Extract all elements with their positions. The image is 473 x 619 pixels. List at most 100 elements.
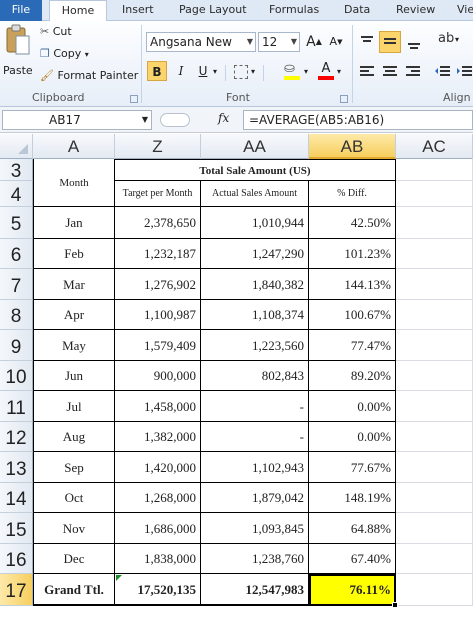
month-header[interactable]: Month <box>33 159 115 207</box>
column-header-ab[interactable]: AB <box>309 134 396 159</box>
actual-cell[interactable]: 802,843 <box>201 361 309 391</box>
select-all-corner[interactable] <box>0 134 33 159</box>
target-cell[interactable]: 900,000 <box>115 361 201 391</box>
font-color-button[interactable]: A <box>318 61 334 81</box>
month-cell[interactable]: Nov <box>33 513 115 544</box>
diff-header[interactable]: % Diff. <box>309 181 396 207</box>
actual-cell[interactable]: 1,247,290 <box>201 239 309 269</box>
chevron-down-icon[interactable]: ▾ <box>455 35 460 44</box>
target-cell[interactable]: 1,579,409 <box>115 330 201 361</box>
month-cell[interactable]: Aug <box>33 422 115 452</box>
month-cell[interactable]: Jan <box>33 207 115 239</box>
diff-cell[interactable]: 89.20% <box>309 361 396 391</box>
font-size-combo[interactable]: 12 ▼ <box>258 32 300 52</box>
font-launcher-icon[interactable] <box>340 95 348 103</box>
cell-ac[interactable] <box>396 159 473 181</box>
row-header[interactable]: 12 <box>0 422 33 452</box>
align-center-icon[interactable] <box>381 63 399 81</box>
month-cell[interactable]: Jul <box>33 391 115 422</box>
target-cell[interactable]: 1,232,187 <box>115 239 201 269</box>
diff-cell[interactable]: 144.13% <box>309 269 396 300</box>
diff-cell[interactable]: 101.23% <box>309 239 396 269</box>
fill-handle[interactable] <box>392 602 398 608</box>
target-cell[interactable]: 2,378,650 <box>115 207 201 239</box>
target-cell[interactable]: 1,420,000 <box>115 452 201 483</box>
tab-home[interactable]: Home <box>49 0 107 22</box>
align-right-icon[interactable] <box>404 63 422 81</box>
target-cell[interactable]: 1,276,902 <box>115 269 201 300</box>
actual-cell[interactable]: - <box>201 422 309 452</box>
actual-cell[interactable]: 1,238,760 <box>201 544 309 574</box>
formula-input[interactable]: =AVERAGE(AB5:AB16) <box>243 110 473 130</box>
diff-cell[interactable]: 42.50% <box>309 207 396 239</box>
cell-ac[interactable] <box>396 300 473 330</box>
actual-cell[interactable]: 1,093,845 <box>201 513 309 544</box>
row-header[interactable]: 5 <box>0 207 33 239</box>
column-header-aa[interactable]: AA <box>201 134 309 159</box>
diff-cell[interactable]: 0.00% <box>309 422 396 452</box>
target-cell[interactable]: 1,458,000 <box>115 391 201 422</box>
actual-cell[interactable]: 1,108,374 <box>201 300 309 330</box>
row-header[interactable]: 6 <box>0 239 33 269</box>
row-header[interactable]: 7 <box>0 269 33 300</box>
diff-cell[interactable]: 77.67% <box>309 452 396 483</box>
actual-cell[interactable]: 1,879,042 <box>201 483 309 513</box>
grand-total-label[interactable]: Grand Ttl. <box>33 574 115 606</box>
align-left-icon[interactable] <box>358 63 376 81</box>
target-cell[interactable]: 1,100,987 <box>115 300 201 330</box>
actual-cell[interactable]: 1,010,944 <box>201 207 309 239</box>
grand-total-diff[interactable]: 76.11% <box>309 574 396 606</box>
target-cell[interactable]: 1,686,000 <box>115 513 201 544</box>
month-cell[interactable]: Feb <box>33 239 115 269</box>
row-header[interactable]: 15 <box>0 513 33 544</box>
grand-total-actual[interactable]: 12,547,983 <box>201 574 309 606</box>
diff-cell[interactable]: 148.19% <box>309 483 396 513</box>
shrink-font-button[interactable]: A▼ <box>326 32 346 52</box>
month-cell[interactable]: Dec <box>33 544 115 574</box>
tab-page-layout[interactable]: Page Layout <box>179 3 247 16</box>
clipboard-launcher-icon[interactable] <box>130 95 138 103</box>
month-cell[interactable]: Mar <box>33 269 115 300</box>
month-cell[interactable]: Jun <box>33 361 115 391</box>
worksheet-grid[interactable]: 3 4 5 6 7 8 9 10 11 12 13 14 15 16 17 Month Total Sale A… <box>0 159 473 619</box>
cell-ac[interactable] <box>396 330 473 361</box>
diff-cell[interactable]: 77.47% <box>309 330 396 361</box>
cell-ac[interactable] <box>396 422 473 452</box>
total-sale-header[interactable]: Total Sale Amount (US) <box>115 159 396 181</box>
underline-button[interactable]: U <box>198 64 208 78</box>
cell-ac[interactable] <box>396 483 473 513</box>
chevron-down-icon[interactable]: ▾ <box>251 67 256 76</box>
target-cell[interactable]: 1,268,000 <box>115 483 201 513</box>
align-bottom-icon[interactable] <box>405 33 423 51</box>
tab-review[interactable]: Review <box>396 3 436 16</box>
cut-button[interactable]: ✂ Cut <box>40 25 72 41</box>
row-header[interactable]: 14 <box>0 483 33 513</box>
cell-ac[interactable] <box>396 207 473 239</box>
row-header[interactable]: 11 <box>0 391 33 422</box>
tab-data[interactable]: Data <box>344 3 371 16</box>
font-name-combo[interactable]: Angsana New ▼ <box>146 32 256 52</box>
orientation-icon[interactable]: ab <box>438 31 455 46</box>
chevron-down-icon[interactable]: ▾ <box>304 67 309 76</box>
decrease-indent-icon[interactable] <box>434 63 452 81</box>
cell-ac[interactable] <box>396 544 473 574</box>
cell-ac[interactable] <box>396 181 473 207</box>
formula-bar-splitter[interactable] <box>160 113 190 127</box>
tab-view[interactable]: Vie <box>457 3 473 16</box>
cell-ac[interactable] <box>396 269 473 300</box>
column-header-z[interactable]: Z <box>115 134 201 159</box>
tab-insert[interactable]: Insert <box>122 3 154 16</box>
cell-ac[interactable] <box>396 239 473 269</box>
chevron-down-icon[interactable]: ▾ <box>213 67 218 76</box>
format-painter-button[interactable]: 🖌 Format Painter <box>40 69 138 85</box>
month-cell[interactable]: Apr <box>33 300 115 330</box>
actual-header[interactable]: Actual Sales Amount <box>201 181 309 207</box>
cell-ac[interactable] <box>396 452 473 483</box>
fill-color-button[interactable]: ⛀ <box>284 61 302 81</box>
name-box[interactable]: AB17 ▼ <box>2 110 152 130</box>
diff-cell[interactable]: 64.88% <box>309 513 396 544</box>
insert-function-icon[interactable]: fx <box>218 111 230 125</box>
grand-total-target[interactable]: 17,520,135 <box>115 574 201 606</box>
row-header[interactable]: 8 <box>0 300 33 330</box>
actual-cell[interactable]: 1,840,382 <box>201 269 309 300</box>
